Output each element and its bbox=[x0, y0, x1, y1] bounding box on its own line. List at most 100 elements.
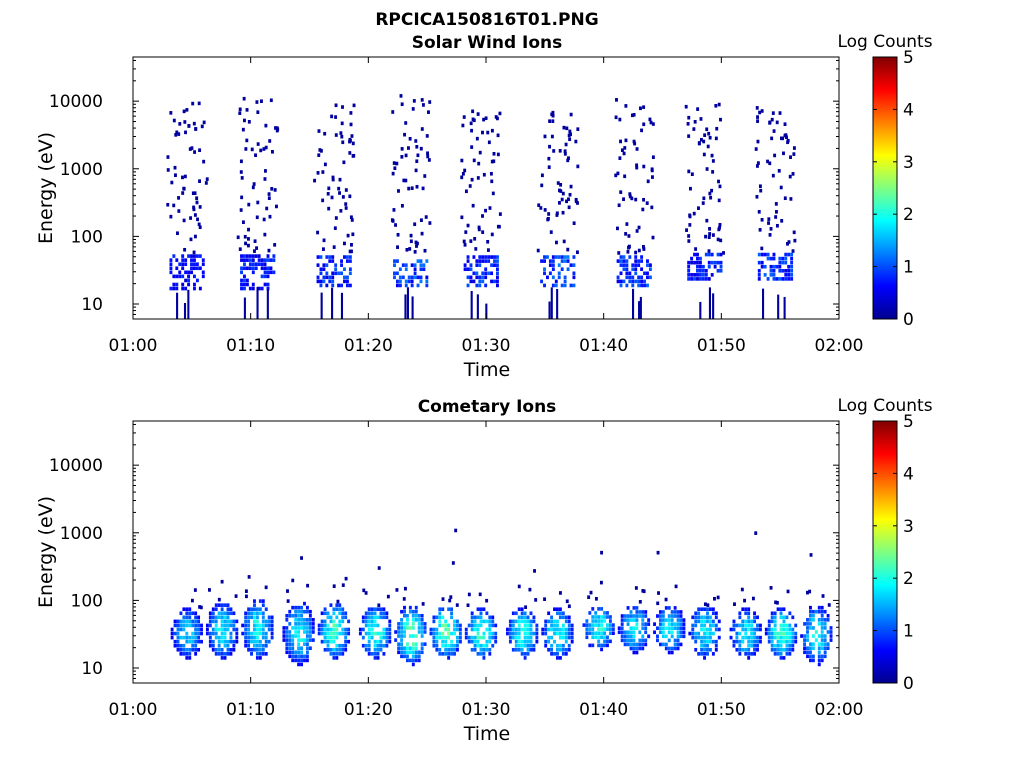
heatmap-cell bbox=[758, 228, 762, 232]
heatmap-cell bbox=[208, 615, 212, 620]
heatmap-cell bbox=[428, 100, 432, 104]
heatmap-cell bbox=[392, 208, 396, 212]
heatmap-cell bbox=[632, 606, 636, 610]
heatmap-cell bbox=[250, 635, 253, 640]
heatmap-cell bbox=[735, 647, 739, 652]
heatmap-cell bbox=[553, 652, 556, 656]
heatmap-cell bbox=[514, 643, 518, 648]
heatmap-cell bbox=[782, 647, 786, 652]
heatmap-cell bbox=[319, 279, 323, 284]
heatmap-cell bbox=[788, 639, 792, 644]
heatmap-cell bbox=[783, 196, 787, 201]
heatmap-cell bbox=[263, 282, 267, 287]
heatmap-cell bbox=[651, 235, 655, 240]
heatmap-cell bbox=[551, 119, 555, 123]
heatmap-cell bbox=[176, 639, 180, 644]
heatmap-cell bbox=[417, 630, 421, 634]
heatmap-cell bbox=[768, 233, 772, 237]
heatmap-cell bbox=[404, 279, 408, 284]
heatmap-cell bbox=[658, 622, 662, 626]
heatmap-cell bbox=[719, 264, 723, 269]
heatmap-cell bbox=[523, 639, 527, 644]
heatmap-cell bbox=[699, 117, 703, 121]
heatmap-cell bbox=[438, 619, 442, 624]
heatmap-cell bbox=[570, 631, 574, 636]
heatmap-cell bbox=[664, 646, 668, 651]
heatmap-cell bbox=[411, 634, 415, 638]
heatmap-cell bbox=[240, 282, 243, 287]
heatmap-cell bbox=[776, 635, 780, 640]
heatmap-cell bbox=[811, 642, 815, 646]
heatmap-cell bbox=[650, 167, 654, 172]
heatmap-cell bbox=[790, 273, 794, 277]
heatmap-cell bbox=[488, 615, 492, 620]
heatmap-cell bbox=[491, 619, 495, 624]
heatmap-cell bbox=[488, 206, 492, 210]
heatmap-cell bbox=[761, 288, 765, 319]
heatmap-cell bbox=[255, 652, 259, 656]
heatmap-cell bbox=[175, 266, 179, 271]
heatmap-cell bbox=[558, 607, 562, 612]
heatmap-cell bbox=[297, 646, 301, 651]
heatmap-cell bbox=[182, 643, 186, 648]
heatmap-cell bbox=[506, 627, 509, 632]
heatmap-cell bbox=[823, 609, 827, 614]
heatmap-cell bbox=[750, 619, 754, 624]
heatmap-cell bbox=[415, 241, 419, 246]
heatmap-cell bbox=[338, 652, 342, 656]
heatmap-cell bbox=[476, 639, 480, 644]
heatmap-cell bbox=[520, 639, 524, 644]
heatmap-cell bbox=[420, 618, 424, 622]
heatmap-cell bbox=[743, 598, 747, 603]
heatmap-cell bbox=[552, 149, 556, 153]
heatmap-cell bbox=[348, 151, 352, 155]
heatmap-cell bbox=[628, 192, 632, 196]
heatmap-cell bbox=[319, 149, 323, 153]
heatmap-cell bbox=[404, 153, 408, 158]
heatmap-cell bbox=[679, 614, 683, 618]
heatmap-cell bbox=[817, 646, 821, 651]
heatmap-cell bbox=[703, 652, 706, 656]
heatmap-cell bbox=[300, 662, 303, 667]
heatmap-cell bbox=[261, 611, 265, 616]
heatmap-cell bbox=[385, 643, 389, 648]
heatmap-cell bbox=[753, 627, 757, 632]
heatmap-cell bbox=[453, 619, 456, 624]
heatmap-cell bbox=[182, 623, 186, 628]
heatmap-cell bbox=[541, 627, 545, 632]
heatmap-cell bbox=[829, 626, 833, 630]
heatmap-cell bbox=[269, 266, 273, 271]
heatmap-cell bbox=[423, 630, 427, 634]
heatmap-cell bbox=[679, 618, 683, 622]
heatmap-cell bbox=[187, 254, 191, 258]
heatmap-cell bbox=[820, 654, 824, 659]
heatmap-cell bbox=[338, 623, 342, 628]
heatmap-cell bbox=[253, 239, 257, 243]
heatmap-cell bbox=[419, 267, 423, 272]
heatmap-cell bbox=[820, 638, 824, 642]
heatmap-cell bbox=[732, 639, 736, 644]
heatmap-cell bbox=[305, 642, 309, 646]
heatmap-cell bbox=[603, 619, 606, 623]
heatmap-cell bbox=[658, 642, 662, 647]
heatmap-cell bbox=[194, 647, 198, 652]
heatmap-cell bbox=[285, 630, 289, 634]
heatmap-cell bbox=[405, 658, 409, 663]
heatmap-cell bbox=[758, 627, 762, 632]
heatmap-cell bbox=[411, 654, 415, 659]
heatmap-cell bbox=[634, 263, 638, 267]
heatmap-cell bbox=[479, 611, 483, 616]
heatmap-cell bbox=[198, 205, 202, 209]
heatmap-cell bbox=[782, 639, 786, 644]
heatmap-cell bbox=[247, 120, 251, 124]
heatmap-cell bbox=[569, 132, 573, 137]
heatmap-cell bbox=[447, 607, 451, 612]
heatmap-cell bbox=[486, 130, 490, 135]
heatmap-cell bbox=[719, 260, 723, 265]
heatmap-cell bbox=[247, 619, 251, 624]
heatmap-cell bbox=[642, 122, 646, 127]
heatmap-cell bbox=[558, 647, 562, 652]
heatmap-cell bbox=[198, 225, 202, 230]
heatmap-cell bbox=[341, 627, 345, 632]
heatmap-cell bbox=[627, 234, 631, 238]
